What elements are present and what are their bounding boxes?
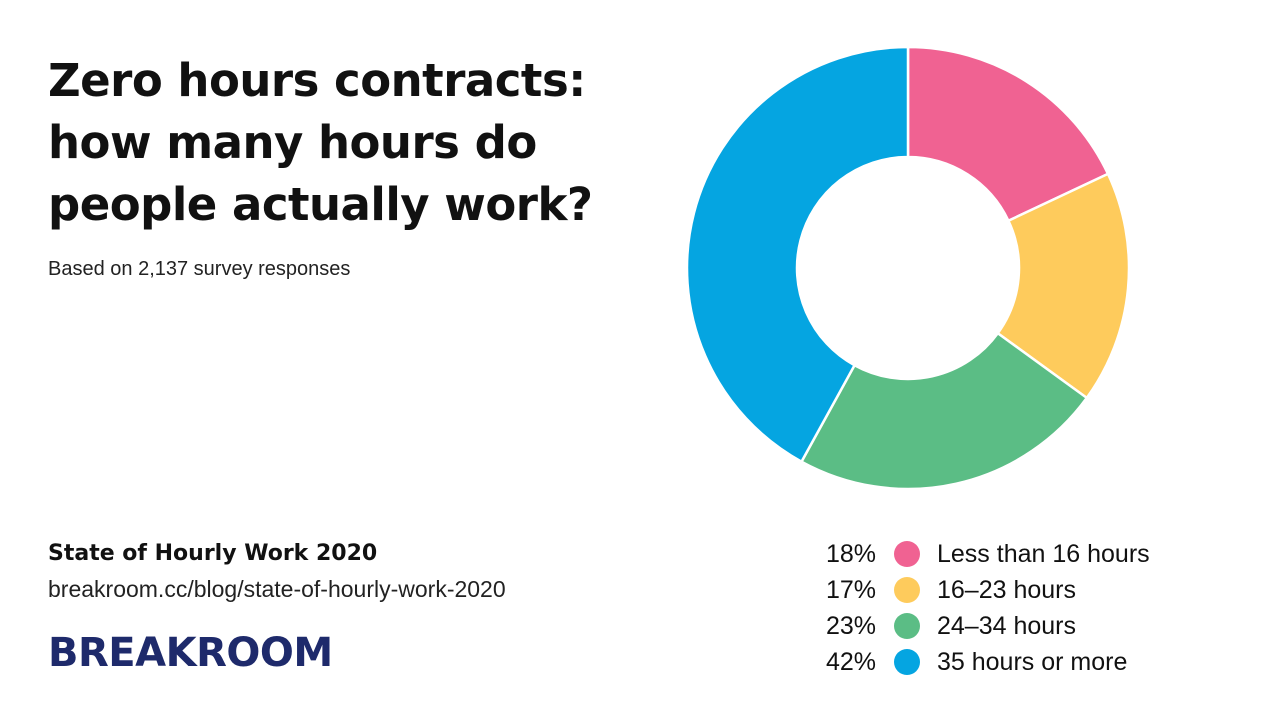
legend-value: 23% (825, 611, 876, 640)
breakroom-logo: BREAKROOM (48, 630, 333, 676)
donut-chart (685, 45, 1131, 491)
legend-item: 18% Less than 16 hours (780, 536, 1200, 572)
title-line-3: people actually work? (48, 178, 593, 231)
source-url: breakroom.cc/blog/state-of-hourly-work-2… (48, 576, 506, 602)
legend-swatch (894, 577, 920, 603)
source-title: State of Hourly Work 2020 (48, 541, 378, 566)
legend-label: 16–23 hours (937, 575, 1077, 604)
legend-value: 42% (825, 647, 876, 676)
legend-label: 35 hours or more (937, 647, 1128, 676)
page-title: Zero hours contracts: how many hours do … (48, 50, 688, 236)
donut-slice-1 (906, 45, 1110, 223)
legend-value: 18% (825, 539, 876, 568)
legend-swatch (894, 649, 920, 675)
legend-value: 17% (825, 575, 876, 604)
legend-label: 24–34 hours (937, 611, 1077, 640)
title-line-2: how many hours do (48, 116, 537, 169)
subtitle: Based on 2,137 survey responses (48, 258, 351, 280)
legend: 18% Less than 16 hours 17% 16–23 hours 23% 24… (780, 536, 1200, 680)
donut-slice-3 (799, 331, 1089, 491)
donut-slice-2 (996, 172, 1131, 400)
legend-item: 42% 35 hours or more (780, 644, 1200, 680)
donut-slice-4 (685, 45, 910, 464)
title-line-1: Zero hours contracts: (48, 54, 586, 107)
legend-item: 17% 16–23 hours (780, 572, 1200, 608)
legend-swatch (894, 613, 920, 639)
legend-swatch (894, 541, 920, 567)
legend-item: 23% 24–34 hours (780, 608, 1200, 644)
legend-label: Less than 16 hours (937, 539, 1150, 568)
